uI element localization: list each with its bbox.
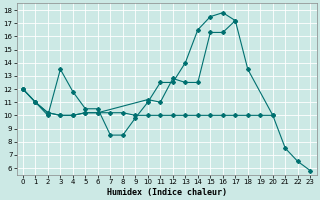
- X-axis label: Humidex (Indice chaleur): Humidex (Indice chaleur): [107, 188, 227, 197]
